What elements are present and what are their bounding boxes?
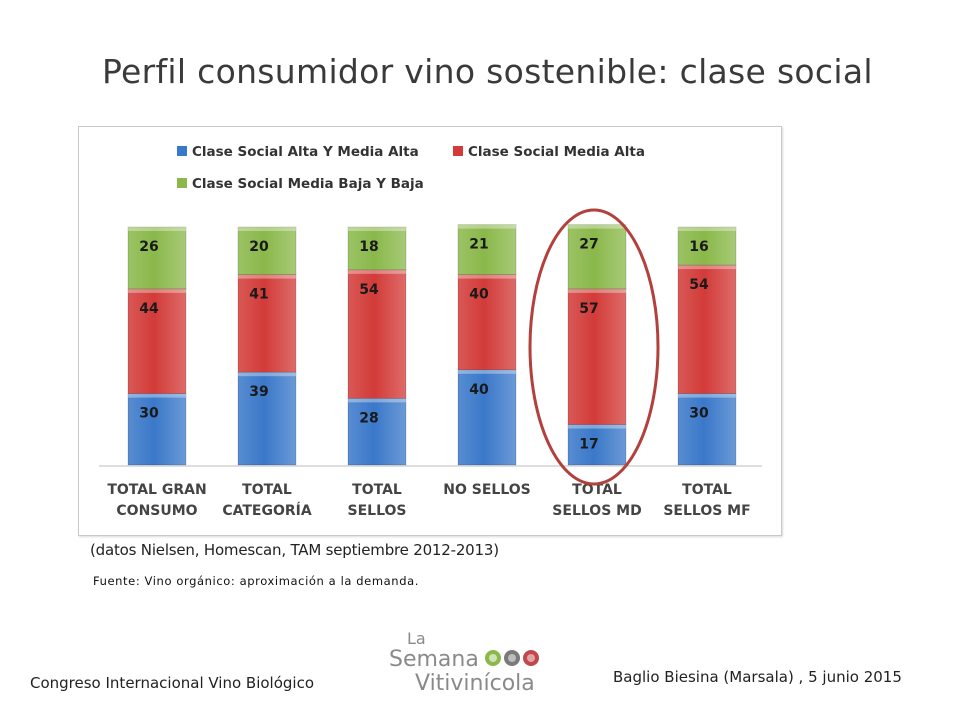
data-label: 18 <box>359 239 378 255</box>
bar-segment <box>457 369 517 466</box>
bar-segment <box>567 424 627 466</box>
x-tick-label: NO SELLOS <box>443 482 530 498</box>
bar-highlight <box>238 227 296 231</box>
bar-highlight <box>568 288 626 293</box>
data-label: 30 <box>139 406 159 422</box>
source-text: Fuente: Vino orgánico: aproximación a la… <box>93 574 419 588</box>
data-label: 28 <box>359 410 378 426</box>
bar-highlight <box>568 424 626 429</box>
bar-segment <box>457 274 517 371</box>
bar-segment <box>127 393 187 466</box>
chart-frame: Clase Social Alta Y Media Alta Clase Soci… <box>78 126 782 536</box>
logo-line3: Vitivinícola <box>415 671 535 696</box>
legend-label: Clase Social Alta Y Media Alta <box>192 144 419 160</box>
data-label: 21 <box>469 237 488 253</box>
la-semana-vitivinicola-logo: La Semana Vitivinícola <box>389 629 539 696</box>
logo-line1: La <box>407 629 426 648</box>
data-label: 44 <box>139 301 159 317</box>
bar-segment <box>677 393 737 466</box>
data-source-note: (datos Nielsen, Homescan, TAM septiembre… <box>90 541 499 559</box>
stacked-bar-chart: Clase Social Alta Y Media Alta Clase Soci… <box>99 144 762 519</box>
bar-highlight <box>678 265 736 270</box>
data-label: 40 <box>469 382 489 398</box>
bar-highlight <box>458 274 516 279</box>
bar-highlight <box>678 227 736 231</box>
legend-label: Clase Social Media Baja Y Baja <box>192 176 424 192</box>
bar-segment <box>677 264 737 394</box>
bar-highlight <box>348 398 406 403</box>
data-label: 54 <box>359 282 379 298</box>
x-axis-labels: TOTAL GRAN CONSUMO TOTAL CATEGORÍA TOTAL SELL… <box>107 482 750 519</box>
legend-label: Clase Social Media Alta <box>468 144 645 160</box>
data-label: 17 <box>579 437 598 453</box>
bar-segment <box>567 224 627 290</box>
x-tick-label: TOTAL CATEGORÍA <box>222 482 312 519</box>
highlight-ellipse <box>528 208 660 486</box>
bar-highlight <box>238 274 296 279</box>
legend-swatch <box>177 146 187 156</box>
bar-segment <box>347 398 407 466</box>
bar-segment <box>127 226 187 290</box>
bar-highlight <box>128 288 186 293</box>
bar-highlight <box>238 372 296 377</box>
legend-swatch <box>453 146 463 156</box>
data-label: 41 <box>249 287 268 303</box>
x-tick-label: TOTAL SELLOS <box>348 482 407 519</box>
bar-segment <box>677 226 737 266</box>
bar-segment <box>347 226 407 271</box>
x-tick-label: TOTAL SELLOS MD <box>552 482 641 519</box>
bar-highlight <box>128 227 186 231</box>
legend: Clase Social Alta Y Media Alta Clase Soci… <box>177 144 645 192</box>
data-label: 54 <box>689 277 709 293</box>
data-label: 20 <box>249 239 269 255</box>
logo-line2: Semana <box>389 647 479 672</box>
bar-highlight <box>678 393 736 398</box>
x-tick-label: TOTAL SELLOS MF <box>663 482 750 519</box>
data-label: 40 <box>469 287 489 303</box>
bar-segment <box>347 269 407 399</box>
bar-highlight <box>348 269 406 274</box>
bar-highlight <box>458 224 516 229</box>
data-label: 16 <box>689 239 708 255</box>
x-tick-label: TOTAL GRAN CONSUMO <box>107 482 206 519</box>
bar-segment <box>567 288 627 425</box>
legend-swatch <box>177 178 187 188</box>
data-label: 39 <box>249 384 268 400</box>
data-label: 26 <box>139 239 158 255</box>
bar-highlight <box>458 369 516 374</box>
bar-segment <box>457 224 517 275</box>
bar-segment <box>237 274 297 373</box>
bar-highlight <box>348 227 406 231</box>
footer-place-date: Baglio Biesina (Marsala) , 5 junio 2015 <box>613 668 902 686</box>
data-label: 27 <box>579 237 598 253</box>
bar-highlight <box>128 393 186 398</box>
data-label: 57 <box>579 301 598 317</box>
footer-event-name: Congreso Internacional Vino Biológico <box>30 674 315 692</box>
bar-highlight <box>568 224 626 229</box>
bar-segment <box>237 226 297 275</box>
bars: 30 44 26 39 41 20 28 54 18 40 40 21 17 57 27 30 54 16 <box>127 224 737 466</box>
page-title: Perfil consumidor vino sostenible: clase… <box>102 52 873 91</box>
data-label: 30 <box>689 406 709 422</box>
